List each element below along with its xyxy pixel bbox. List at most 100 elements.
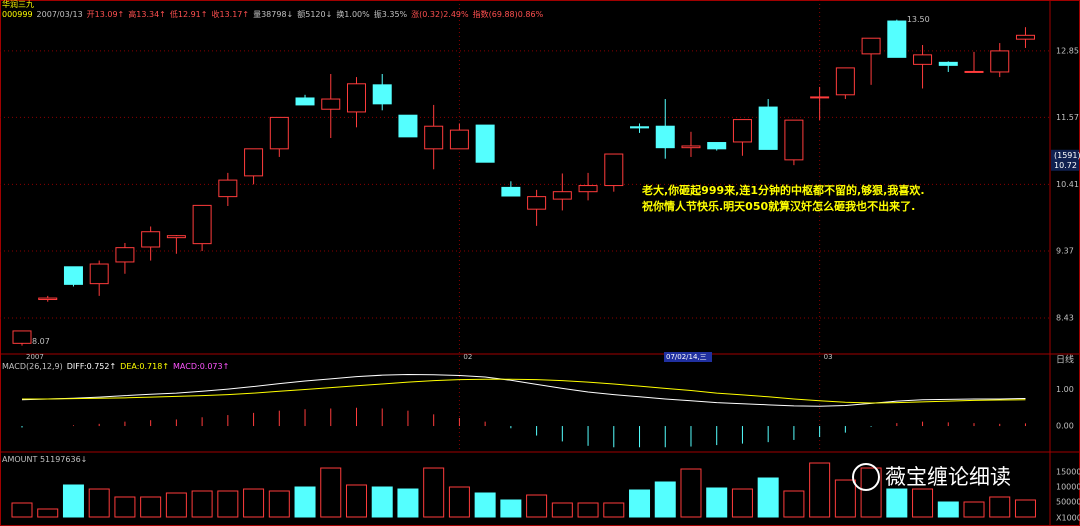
volume-bar (809, 462, 831, 518)
volume-bar (37, 508, 59, 518)
info-item: 涨(0.32)2.49% (411, 10, 469, 19)
candle-body (913, 54, 933, 65)
candle-body (295, 97, 315, 106)
legend-entry: MACD:0.073↑ (173, 362, 230, 371)
volume-bar (474, 492, 496, 518)
y-tick-label: 8.43 (1056, 314, 1074, 323)
candle-body (861, 37, 881, 55)
info-item: 2007/03/13 (36, 10, 83, 19)
cursor-box (1051, 149, 1079, 171)
volume-bar (217, 490, 239, 518)
volume-bar (912, 488, 934, 518)
volume-bar (989, 496, 1011, 518)
macd-line (21, 373, 1026, 407)
candle-body (346, 83, 366, 113)
candle-body (475, 124, 495, 163)
candle-body (141, 231, 161, 248)
volume-bar (294, 486, 316, 518)
candle-body (269, 116, 289, 150)
candle-body (810, 96, 830, 99)
candle-body (527, 196, 547, 210)
legend-entry: DEA:0.718↑ (120, 362, 170, 371)
x-tick-label: 03 (824, 353, 833, 361)
y-tick-label: 9.37 (1056, 247, 1074, 256)
watermark-icon (852, 463, 880, 491)
candle-body (964, 70, 984, 73)
volume-bar (937, 501, 959, 518)
volume-bar (371, 486, 393, 518)
candle-body (501, 186, 521, 197)
candle-body (604, 153, 624, 187)
volume-bar (11, 502, 33, 518)
info-bar: 000999 2007/03/13 开13.09↑ 高13.34↑ 低12.91↑ 收13… (2, 10, 547, 20)
volume-bar (268, 490, 290, 518)
volume-bar (783, 490, 805, 518)
watermark: 薇宝缠论细读 (885, 465, 1011, 489)
volume-bar (320, 467, 342, 518)
y-tick-label: 50000 (1056, 498, 1080, 507)
cursor-count: (1591) (1054, 151, 1080, 160)
x-tick-label: 2007 (26, 353, 44, 361)
candle-body (732, 119, 752, 143)
candle-body (244, 148, 264, 177)
volume-bar (706, 487, 728, 518)
volume-bar (448, 486, 470, 518)
candle-body (12, 330, 32, 344)
annotation: 老大,你砸起999来,连1分钟的中枢都不留的,够狠,我喜欢. (641, 183, 925, 197)
info-item: 量38798↓ (253, 10, 294, 19)
macd-title: MACD(26,12,9) (2, 362, 63, 371)
volume-bar (1014, 499, 1036, 518)
candle-body (89, 263, 109, 285)
candle-body (578, 185, 598, 193)
volume-bar (731, 488, 753, 518)
period: 日线 (1056, 354, 1074, 366)
info-item: 低12.91↑ (169, 10, 208, 19)
candle-body (681, 145, 701, 149)
info-item: 振3.35% (373, 10, 408, 19)
extreme-label: 13.50 (907, 15, 930, 24)
y-tick-label: 0.00 (1056, 422, 1074, 431)
volume-bar (243, 488, 265, 518)
y-tick-label: 1.00 (1056, 385, 1074, 394)
volume-bar (165, 492, 187, 518)
candle-body (424, 125, 444, 150)
info-item: 高13.34↑ (128, 10, 166, 19)
volume-bar (654, 481, 676, 518)
volume-bar (62, 484, 84, 518)
candle-body (758, 106, 778, 150)
volume-bar (423, 467, 445, 518)
y-tick-label: 10.41 (1056, 180, 1079, 189)
candle-body (784, 119, 804, 161)
macd-header: MACD(26,12,9) DIFF:0.752↑ DEA:0.718↑ MACD:0… (2, 362, 233, 372)
volume-bar (577, 502, 599, 518)
candle-body (218, 179, 238, 198)
info-item: 指数(69.88)0.86% (472, 10, 544, 19)
annotation: 祝你情人节快乐.明天050就算汉奸怎么砸我也不出来了. (642, 199, 915, 213)
candle-body (552, 191, 572, 200)
info-item: 开13.09↑ (86, 10, 125, 19)
volume-bar (680, 468, 702, 518)
volume-bar (551, 502, 573, 518)
volume-bar (191, 490, 213, 518)
volume-bar (345, 484, 367, 518)
candle-body (990, 50, 1010, 73)
candle-body (655, 125, 675, 149)
cursor-date: 07/02/14,三 (666, 353, 707, 361)
y-tick-label: 150000 (1056, 468, 1080, 477)
stock-title: 华润三九 (2, 0, 34, 9)
candle-body (115, 247, 135, 263)
info-item: 额5120↓ (297, 10, 333, 19)
stock-code: 000999 (2, 10, 33, 19)
volume-bar (757, 477, 779, 518)
candle-body (192, 204, 212, 245)
volume-bar (834, 479, 856, 518)
info-item: 收13.17↑ (211, 10, 250, 19)
unit-label: X1000 (1056, 514, 1080, 523)
volume-header: AMOUNT 51197636↓ (2, 455, 88, 464)
volume-bar (500, 499, 522, 518)
candle-body (321, 98, 341, 110)
candle-body (398, 114, 418, 138)
y-tick-label: 11.57 (1056, 113, 1079, 122)
